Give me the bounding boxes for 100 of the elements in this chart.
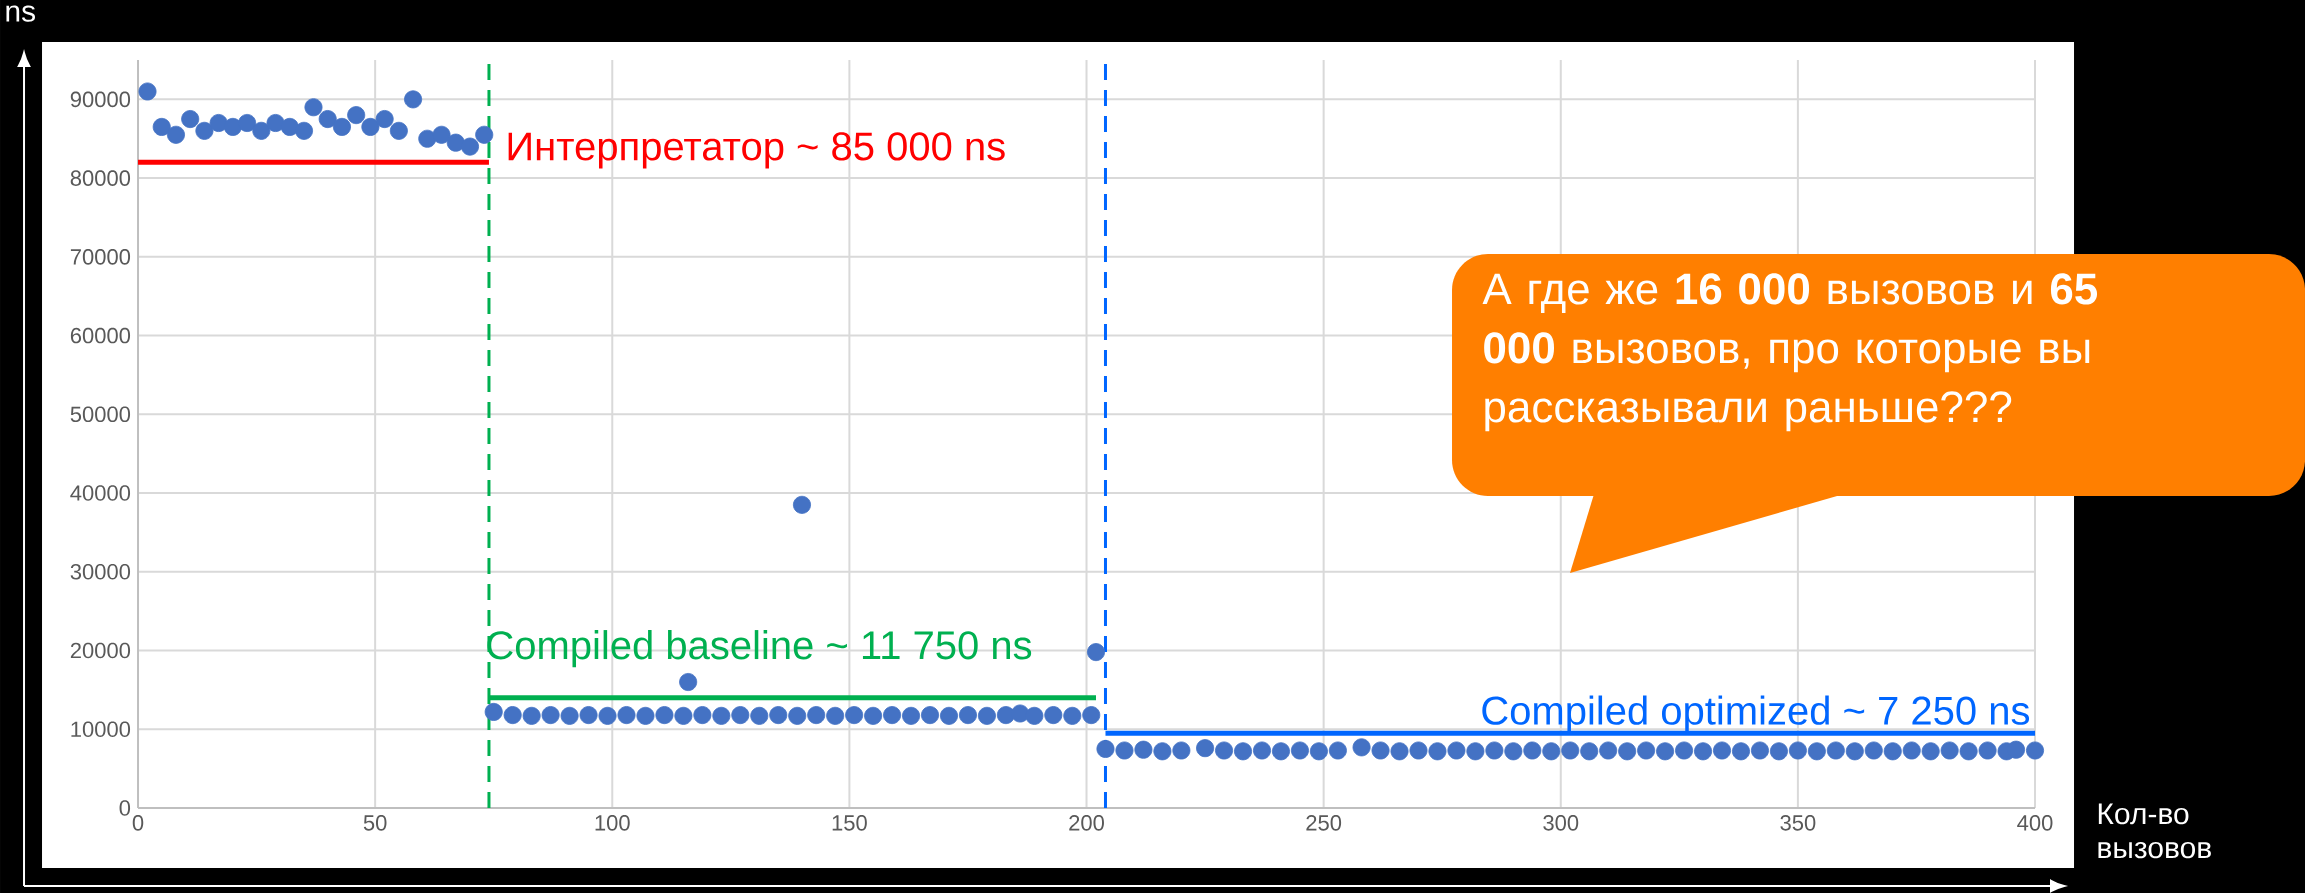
point bbox=[750, 706, 769, 725]
point bbox=[541, 706, 560, 725]
point bbox=[1428, 742, 1447, 761]
y-tick-label: 80000 bbox=[70, 170, 131, 186]
point bbox=[1044, 706, 1063, 725]
point bbox=[560, 706, 579, 725]
point bbox=[731, 706, 750, 725]
point bbox=[484, 702, 503, 721]
point bbox=[636, 706, 655, 725]
point bbox=[1959, 742, 1978, 761]
y-tick-label: 50000 bbox=[70, 406, 131, 423]
point bbox=[921, 706, 940, 725]
point bbox=[1290, 741, 1309, 760]
point bbox=[2007, 740, 2026, 759]
point bbox=[958, 706, 977, 725]
point bbox=[1694, 742, 1713, 761]
point bbox=[1447, 741, 1466, 760]
point bbox=[1637, 741, 1656, 760]
point bbox=[1063, 706, 1082, 725]
point bbox=[522, 706, 541, 725]
point bbox=[389, 121, 408, 140]
point bbox=[1390, 742, 1409, 761]
point bbox=[788, 706, 807, 725]
point bbox=[1371, 741, 1390, 760]
x-tick-label: 400 bbox=[2017, 815, 2053, 831]
point bbox=[1271, 742, 1290, 761]
point bbox=[1252, 741, 1271, 760]
point bbox=[1902, 741, 1921, 760]
point bbox=[693, 706, 712, 725]
point bbox=[1713, 741, 1732, 760]
point bbox=[1675, 741, 1694, 760]
point bbox=[1409, 741, 1428, 760]
point bbox=[2026, 741, 2045, 760]
point bbox=[864, 706, 883, 725]
point bbox=[977, 706, 996, 725]
series-label: Интерпретатор ~ 85 000 ns bbox=[508, 132, 1005, 169]
point bbox=[432, 125, 451, 144]
point bbox=[1466, 742, 1485, 761]
point bbox=[195, 121, 214, 140]
y-tick-label: 10000 bbox=[71, 721, 131, 738]
point bbox=[503, 706, 522, 725]
point bbox=[1504, 742, 1523, 761]
y-tick-label: 20000 bbox=[70, 642, 131, 659]
point bbox=[460, 137, 479, 156]
point bbox=[1309, 742, 1328, 761]
y-axis-title: ns bbox=[6, 5, 35, 22]
point bbox=[1542, 742, 1561, 761]
y-tick-label: 60000 bbox=[70, 327, 131, 344]
point bbox=[1087, 643, 1105, 662]
point bbox=[1940, 741, 1959, 760]
point bbox=[1485, 741, 1504, 760]
point bbox=[1978, 741, 1997, 760]
point bbox=[332, 117, 351, 136]
point bbox=[1807, 742, 1826, 761]
x-tick-label: 200 bbox=[1069, 815, 1104, 831]
x-axis-title: Кол-во вызовов bbox=[2098, 803, 2211, 859]
point bbox=[1523, 741, 1542, 760]
point bbox=[1172, 741, 1191, 760]
point bbox=[475, 125, 494, 144]
point bbox=[1153, 742, 1172, 761]
point bbox=[347, 106, 366, 125]
point bbox=[1788, 741, 1807, 760]
point bbox=[1134, 740, 1153, 759]
point bbox=[1215, 741, 1234, 760]
point bbox=[712, 706, 731, 725]
point bbox=[1115, 741, 1134, 760]
point bbox=[138, 82, 157, 101]
point bbox=[166, 125, 185, 144]
point bbox=[1750, 741, 1769, 760]
point bbox=[1082, 706, 1101, 725]
point bbox=[674, 706, 693, 725]
point bbox=[1561, 741, 1580, 760]
series-label: Compiled baseline ~ 11 750 ns bbox=[487, 630, 1032, 668]
point bbox=[1096, 739, 1115, 758]
x-tick-label: 50 bbox=[363, 815, 387, 831]
y-tick-label: 30000 bbox=[70, 564, 131, 580]
x-tick-label: 300 bbox=[1543, 815, 1579, 831]
point bbox=[404, 90, 423, 109]
point bbox=[1025, 706, 1044, 725]
point bbox=[152, 117, 171, 136]
point bbox=[1731, 742, 1750, 761]
point bbox=[845, 706, 864, 725]
point bbox=[598, 706, 617, 725]
point bbox=[826, 706, 845, 725]
point bbox=[1328, 741, 1347, 760]
point bbox=[655, 706, 674, 725]
point bbox=[1599, 741, 1618, 760]
point bbox=[1580, 742, 1599, 761]
point bbox=[295, 121, 314, 140]
point bbox=[617, 706, 636, 725]
point bbox=[418, 129, 437, 148]
point bbox=[579, 706, 598, 725]
point bbox=[1656, 742, 1675, 761]
point bbox=[1883, 742, 1902, 761]
point bbox=[807, 706, 826, 725]
x-tick-label: 150 bbox=[832, 815, 867, 831]
point bbox=[361, 117, 380, 136]
point bbox=[375, 110, 394, 129]
point bbox=[318, 110, 337, 129]
point bbox=[238, 113, 257, 132]
